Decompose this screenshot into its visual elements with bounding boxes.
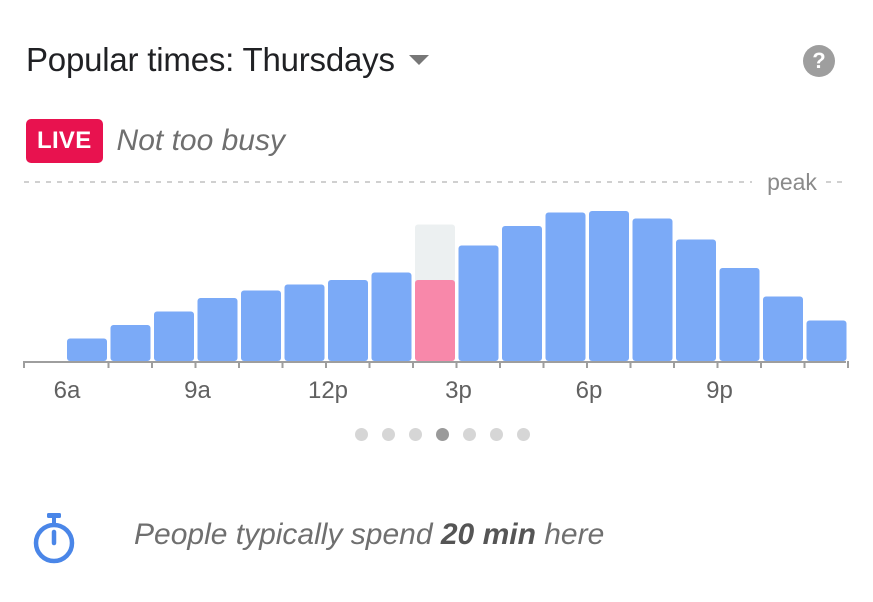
bar-6a xyxy=(67,338,107,361)
pager-dot[interactable] xyxy=(436,428,449,441)
bar-5p xyxy=(545,212,586,361)
bar-9a xyxy=(197,298,238,361)
bar-7p xyxy=(632,218,673,361)
live-status-text: Not too busy xyxy=(116,124,285,157)
day-pager xyxy=(0,428,873,444)
pager-dot[interactable] xyxy=(382,428,395,441)
stopwatch-icon xyxy=(33,513,75,564)
tick-label-9a: 9a xyxy=(184,377,211,404)
bar-3p xyxy=(458,245,499,361)
tick-label-6a: 6a xyxy=(54,377,81,404)
pager-dot[interactable] xyxy=(490,428,503,441)
typical-visit-duration: People typically spend 20 min here xyxy=(134,518,604,552)
bar-11a xyxy=(284,284,325,361)
bar-4p xyxy=(502,226,542,361)
spend-duration: 20 min xyxy=(440,518,536,551)
live-bar xyxy=(415,280,455,361)
pager-dot[interactable] xyxy=(355,428,368,441)
bar-8p xyxy=(676,239,716,361)
pager-dot[interactable] xyxy=(463,428,476,441)
pager-dot[interactable] xyxy=(409,428,422,441)
bar-1p xyxy=(371,272,412,361)
bar-8a xyxy=(154,311,194,361)
live-status: LIVE Not too busy xyxy=(26,118,285,164)
bar-11p xyxy=(806,320,847,361)
bar-9p xyxy=(719,268,760,361)
caret-down-icon xyxy=(408,55,429,65)
tick-label-3p: 3p xyxy=(445,377,472,404)
live-badge: LIVE xyxy=(26,119,103,163)
bar-10a xyxy=(241,290,281,361)
help-icon[interactable]: ? xyxy=(803,45,835,77)
bar-12p xyxy=(328,280,368,361)
pager-dot[interactable] xyxy=(517,428,530,441)
tick-label-6p: 6p xyxy=(576,377,603,404)
tick-label-12p: 12p xyxy=(308,377,348,404)
popular-times-day-dropdown[interactable]: Popular times: Thursdays xyxy=(26,38,429,82)
bar-6p xyxy=(589,211,629,361)
bar-7a xyxy=(110,325,151,361)
page-title: Popular times: Thursdays xyxy=(26,41,395,78)
popular-times-chart: peak 6a 9a 12p 3p 6p 9p xyxy=(23,169,849,404)
peak-label: peak xyxy=(767,169,817,195)
tick-label-9p: 9p xyxy=(706,377,733,404)
help-icon-glyph: ? xyxy=(812,48,826,73)
spend-suffix: here xyxy=(535,518,605,551)
bar-10p xyxy=(763,296,803,361)
spend-prefix: People typically spend xyxy=(134,518,441,551)
